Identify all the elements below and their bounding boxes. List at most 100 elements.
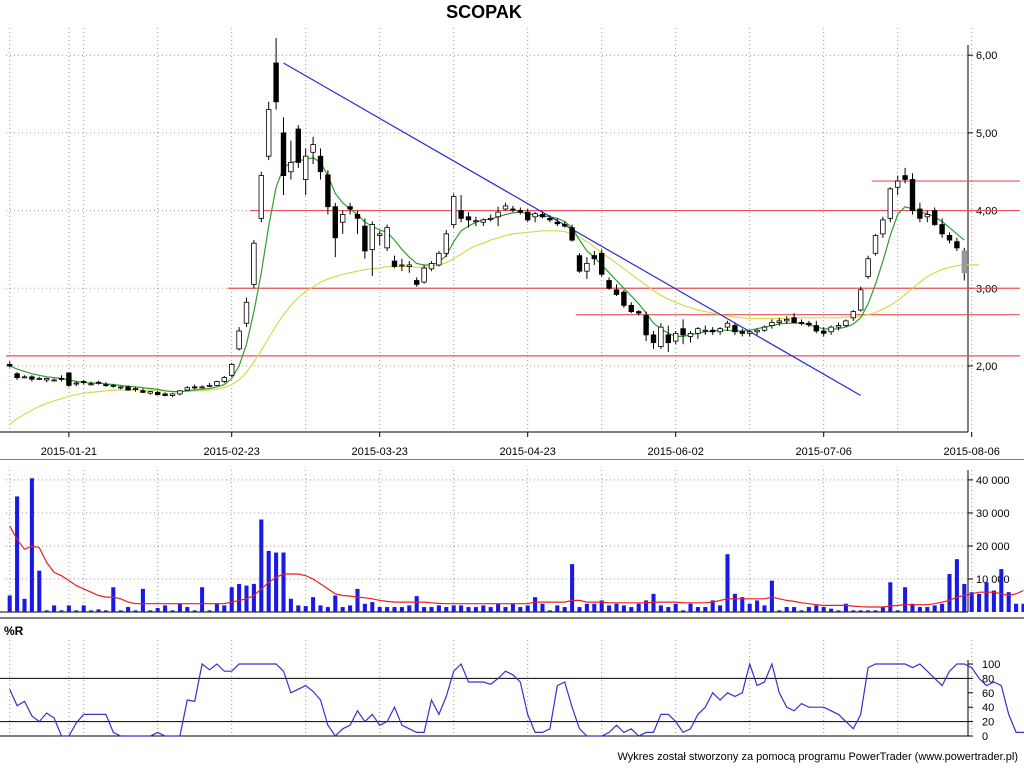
- candle-body: [332, 206, 338, 239]
- candle-body: [66, 372, 72, 386]
- volume-bar: [562, 607, 567, 612]
- candle-body: [377, 233, 383, 236]
- candle-body: [932, 210, 938, 225]
- volume-bar: [947, 574, 952, 612]
- volume-bar: [385, 607, 390, 612]
- candle-body: [73, 382, 79, 385]
- candle-body: [162, 393, 168, 396]
- volume-bar: [540, 603, 545, 612]
- candle-body: [280, 132, 287, 177]
- volume-bar: [503, 607, 508, 612]
- candle-body: [140, 390, 146, 393]
- price-ytick-label: 3,00: [976, 283, 997, 295]
- candle-body: [865, 258, 871, 278]
- volume-bar: [96, 609, 101, 612]
- volume-bar: [274, 552, 279, 612]
- price-ytick-label: 2,00: [976, 361, 997, 373]
- wr-ytick-label: 80: [982, 673, 994, 685]
- price-xtick-label: 2015-03-23: [352, 446, 408, 458]
- wr-line: [9, 661, 1024, 737]
- volume-bar: [266, 550, 271, 612]
- candle-body: [125, 386, 131, 391]
- volume-bar: [718, 605, 723, 612]
- candle-body: [710, 329, 716, 333]
- volume-bar: [192, 610, 197, 612]
- candle-body: [954, 241, 960, 249]
- volume-bar: [866, 610, 871, 612]
- volume-bar: [962, 583, 967, 612]
- volume-bar: [59, 610, 64, 612]
- candle-body: [110, 384, 116, 387]
- candle-body: [576, 255, 583, 272]
- wr-ytick-label: 40: [982, 702, 994, 714]
- volume-bar: [725, 554, 730, 612]
- candle-body: [428, 263, 435, 270]
- volume-bar: [185, 607, 190, 612]
- price-ytick-label: 6,00: [976, 50, 997, 62]
- volume-bar: [784, 607, 789, 612]
- volume-bar: [303, 606, 308, 612]
- candle-body: [451, 196, 457, 225]
- candle-body: [473, 220, 479, 223]
- volume-bar: [703, 607, 708, 612]
- volume-bar: [22, 598, 27, 612]
- price-ytick-label: 4,00: [976, 206, 997, 218]
- candle-body: [29, 376, 35, 380]
- volume-bar: [999, 569, 1004, 612]
- volume-bar: [518, 607, 523, 612]
- candle-body: [813, 325, 819, 332]
- volume-bar: [74, 610, 79, 612]
- volume-bar: [658, 605, 663, 612]
- volume-bar: [15, 496, 20, 612]
- candle-body: [303, 155, 309, 180]
- candle-body: [673, 332, 679, 342]
- volume-bar: [473, 607, 478, 612]
- volume-ytick-label: 20 000: [976, 541, 1010, 553]
- volume-bar: [318, 605, 323, 612]
- candle-body: [51, 379, 57, 382]
- candle-body: [525, 211, 531, 221]
- volume-bar: [459, 605, 464, 612]
- volume-bar: [222, 605, 227, 612]
- candle-body: [495, 211, 501, 218]
- candle-body: [436, 252, 442, 266]
- candle-body: [391, 260, 398, 267]
- volume-bar: [133, 610, 138, 612]
- price-xtick-label: 2015-07-06: [796, 446, 852, 458]
- candle-body: [229, 364, 235, 376]
- volume-bar: [214, 603, 219, 612]
- price-xtick-label: 2015-06-02: [648, 446, 704, 458]
- candle-body: [502, 205, 509, 210]
- candle-body: [599, 252, 605, 275]
- volume-bar: [251, 583, 256, 612]
- volume-bar: [599, 600, 604, 612]
- volume-bar: [592, 603, 597, 612]
- volume-ytick-label: 40 000: [976, 475, 1010, 487]
- volume-bar: [755, 600, 760, 612]
- volume-bar: [510, 603, 515, 612]
- candle-body: [340, 214, 346, 223]
- volume-bar: [814, 605, 819, 612]
- candle-body: [665, 334, 671, 344]
- candle-body: [258, 175, 264, 219]
- williams-r-panel: 0 20 40 60 80 100: [0, 640, 1024, 743]
- volume-bar: [200, 587, 205, 612]
- candle-body: [251, 242, 257, 285]
- volume-bar: [969, 592, 974, 612]
- volume-bar: [118, 610, 123, 612]
- volume-bar: [681, 610, 686, 612]
- candle-body: [199, 386, 205, 389]
- candle-body: [880, 219, 886, 235]
- candle-body: [95, 381, 102, 384]
- volume-bar: [991, 590, 996, 612]
- volume-bar: [148, 610, 153, 612]
- volume-bar: [444, 607, 449, 612]
- volume-bar: [673, 603, 678, 612]
- candle-body: [184, 387, 190, 391]
- candle-body: [872, 235, 879, 254]
- candle-body: [362, 225, 368, 252]
- candle-body: [850, 311, 856, 319]
- volume-bar: [340, 607, 345, 612]
- volume-bar: [481, 605, 486, 612]
